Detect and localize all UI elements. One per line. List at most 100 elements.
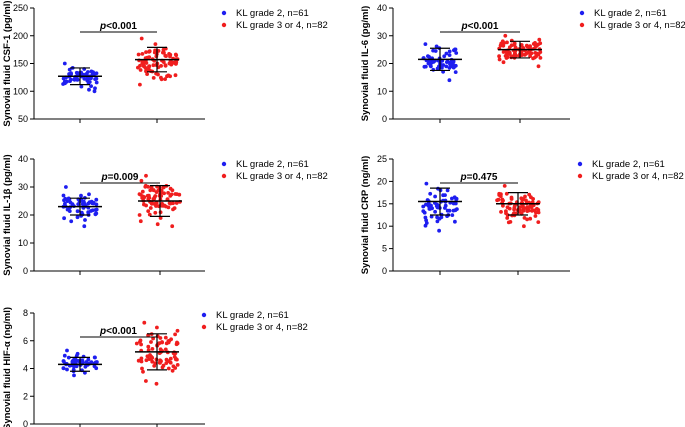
data-point [528, 54, 532, 58]
data-point [177, 192, 182, 197]
legend-marker-kl2 [579, 10, 585, 16]
data-point [154, 190, 159, 195]
chart-panel: 0 2 4 6 8 Synovial fluid HIF-α (ng/ml) p<0.001… [2, 307, 308, 427]
legend-label-kl34: KL grade 3 or 4, n=82 [236, 20, 328, 31]
data-point [75, 215, 80, 220]
y-axis-title: Synovial fluid IL-6 (pg/ml) [360, 6, 371, 122]
data-point [538, 41, 543, 46]
data-point [94, 202, 99, 207]
data-point [512, 207, 516, 212]
data-point [437, 228, 441, 233]
data-point [75, 351, 80, 356]
data-point [450, 196, 454, 201]
y-tick-label: 50 [18, 114, 28, 124]
data-point [148, 206, 153, 210]
data-point [136, 358, 141, 363]
legend-label-kl2: KL grade 2, n=61 [236, 8, 309, 19]
data-point [536, 64, 541, 69]
data-point [167, 61, 172, 66]
data-point [503, 54, 508, 58]
data-point [454, 197, 459, 202]
data-point [145, 55, 150, 60]
y-tick-label: 150 [13, 59, 28, 69]
data-point [144, 379, 148, 383]
data-point [144, 61, 149, 65]
data-point [168, 356, 173, 361]
legend-marker-kl34 [577, 173, 583, 179]
data-point [158, 216, 163, 220]
data-point [92, 89, 97, 94]
data-point [159, 77, 164, 82]
data-point [136, 52, 141, 57]
data-point [536, 208, 541, 212]
data-point [151, 63, 156, 68]
p-value-text: <0.001 [106, 21, 137, 32]
data-point [530, 209, 534, 213]
legend-marker-kl34 [221, 173, 227, 179]
data-point [497, 54, 501, 59]
chart-panel: 0 5 10 15 20 25 Synovial fluid CRP (ng/ml) p=0.… [360, 154, 684, 276]
data-point [502, 184, 507, 188]
data-point [79, 193, 83, 198]
y-axis-title: Synovial fluid CRP (ng/ml) [360, 156, 371, 275]
data-point [153, 210, 158, 215]
data-point [82, 76, 87, 81]
data-point [69, 219, 74, 224]
data-point [523, 194, 527, 199]
data-point [147, 212, 152, 217]
data-point [94, 197, 99, 202]
data-point [93, 355, 97, 360]
y-axis-title: Synovial fluid IL-1β (pg/ml) [2, 154, 13, 275]
p-value-label: p=0.009 [101, 172, 139, 183]
data-point [93, 86, 97, 91]
data-point [65, 348, 69, 353]
y-tick-label: 0 [23, 419, 28, 427]
data-point [503, 33, 508, 38]
data-point [137, 213, 142, 217]
data-point [168, 194, 173, 198]
y-tick-label: 100 [13, 86, 28, 96]
data-point [62, 216, 66, 221]
data-point [454, 51, 459, 55]
data-point [160, 340, 164, 344]
p-value-label: p=0.475 [460, 172, 498, 183]
data-point [93, 212, 98, 216]
data-point [447, 66, 452, 70]
data-point [141, 194, 146, 199]
legend-label-kl2: KL grade 2, n=61 [216, 310, 289, 321]
data-point [168, 201, 173, 206]
y-tick-label: 6 [23, 336, 28, 346]
data-point [142, 320, 147, 325]
data-point [514, 53, 518, 58]
data-point [86, 210, 91, 215]
data-point [447, 78, 452, 83]
data-point [441, 63, 446, 67]
data-point [61, 193, 66, 198]
data-point [61, 366, 66, 371]
y-tick-label: 0 [382, 114, 387, 124]
data-point [142, 64, 147, 69]
y-axis-title: Synovial fluid HIF-α (ng/ml) [2, 307, 13, 427]
data-point [429, 203, 433, 208]
data-point [158, 210, 163, 215]
data-point [506, 220, 511, 225]
data-point [139, 356, 144, 361]
data-point [507, 206, 512, 211]
data-point [89, 84, 93, 88]
data-point [528, 216, 533, 221]
data-point [87, 200, 92, 205]
data-point [143, 184, 148, 189]
data-point [138, 219, 143, 224]
y-tick-label: 40 [18, 154, 28, 164]
y-tick-label: 2 [23, 391, 28, 401]
data-point [175, 328, 180, 333]
data-point [455, 207, 459, 212]
data-point [174, 53, 179, 58]
legend-marker-kl2 [201, 312, 207, 318]
data-point [72, 364, 76, 369]
p-value-text: <0.001 [468, 21, 499, 32]
data-point [164, 54, 168, 58]
data-point [433, 209, 437, 214]
data-point [139, 178, 144, 183]
data-point [170, 188, 175, 193]
